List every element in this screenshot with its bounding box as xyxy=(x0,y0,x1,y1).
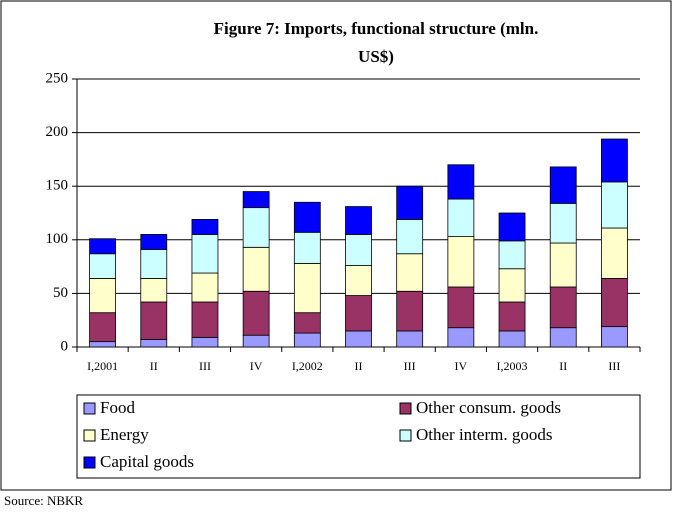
bar-segment xyxy=(396,290,424,332)
bar-segment xyxy=(191,234,219,274)
bar-segment xyxy=(447,286,475,329)
bar-segment xyxy=(601,277,628,328)
bar-segment xyxy=(89,341,116,348)
bar-segment xyxy=(498,268,526,303)
bar-segment xyxy=(345,206,372,235)
bar-segment xyxy=(396,253,424,292)
bar-segment xyxy=(498,240,526,270)
bar-segment xyxy=(140,339,168,348)
x-tick-label: IV xyxy=(455,359,468,373)
bar-segment xyxy=(293,262,321,314)
x-tick-label: II xyxy=(150,359,158,373)
chart-border xyxy=(0,0,672,491)
legend-swatch xyxy=(83,402,96,415)
x-tick-label: III xyxy=(199,359,211,373)
bar-segment xyxy=(89,312,116,343)
bar-segment xyxy=(345,265,372,296)
bar-segment xyxy=(293,201,321,233)
bar-segment xyxy=(89,253,116,279)
bar-segment xyxy=(549,327,577,348)
bar-segment xyxy=(447,236,475,288)
bar-segment xyxy=(345,295,372,332)
source: Source: NBKR xyxy=(4,493,83,508)
bar-segment xyxy=(549,242,577,288)
bar-segment xyxy=(140,301,168,340)
y-tick-label: 50 xyxy=(53,285,68,301)
bar-segment xyxy=(447,327,475,348)
legend-label: Capital goods xyxy=(100,452,194,471)
legend-label: Food xyxy=(100,398,135,417)
bar-segment xyxy=(447,164,475,200)
bar-segment xyxy=(191,336,219,348)
x-tick-label: II xyxy=(559,359,567,373)
bar-segment xyxy=(601,326,628,348)
bar-segment xyxy=(549,166,577,204)
bar-segment xyxy=(191,272,219,303)
bar-segment xyxy=(498,212,526,242)
x-tick-label: I,2003 xyxy=(497,359,528,373)
bar-segment xyxy=(293,231,321,264)
x-tick-label: III xyxy=(404,359,416,373)
bar-segment xyxy=(601,227,628,279)
bar-segment xyxy=(242,191,270,209)
legend-label: Energy xyxy=(100,425,149,444)
bar-segment xyxy=(140,234,168,250)
legend-swatch xyxy=(399,429,412,442)
bar-segment xyxy=(89,238,116,255)
bar-segment xyxy=(601,181,628,229)
chart-title: US$) xyxy=(358,47,394,66)
x-tick-label: III xyxy=(608,359,620,373)
legend-swatch xyxy=(399,402,412,415)
y-tick-label: 0 xyxy=(61,338,69,354)
y-tick-label: 250 xyxy=(46,70,69,86)
y-tick-label: 200 xyxy=(46,124,69,140)
x-tick-label: I,2001 xyxy=(87,359,118,373)
bar-segment xyxy=(140,277,168,303)
bar-segment xyxy=(396,330,424,348)
bar-segment xyxy=(601,138,628,183)
bar-segment xyxy=(140,249,168,279)
bar-segment xyxy=(345,234,372,266)
bar-segment xyxy=(396,219,424,255)
bar-segment xyxy=(549,202,577,244)
bar-segment xyxy=(498,330,526,348)
bar-segment xyxy=(396,185,424,220)
legend-label: Other interm. goods xyxy=(416,425,552,444)
y-tick-label: 150 xyxy=(46,178,69,194)
bar-segment xyxy=(549,286,577,329)
bar-segment xyxy=(89,277,116,314)
x-tick-label: II xyxy=(355,359,363,373)
bar-segment xyxy=(293,332,321,348)
bar-segment xyxy=(293,312,321,334)
bar-segment xyxy=(242,334,270,348)
bar-segment xyxy=(447,198,475,237)
bar-segment xyxy=(242,290,270,336)
x-tick-label: IV xyxy=(250,359,263,373)
bar-segment xyxy=(191,219,219,235)
bar-segment xyxy=(191,301,219,338)
bar-segment xyxy=(498,301,526,332)
y-tick-label: 100 xyxy=(46,231,69,247)
bar-segment xyxy=(242,207,270,248)
legend-swatch xyxy=(83,456,96,469)
legend-swatch xyxy=(83,429,96,442)
legend-box xyxy=(76,394,641,479)
chart-title: Figure 7: Imports, functional structure … xyxy=(214,19,539,38)
bar-segment xyxy=(345,330,372,348)
legend-label: Other consum. goods xyxy=(416,398,561,417)
x-tick-label: I,2002 xyxy=(292,359,323,373)
bar-segment xyxy=(242,246,270,292)
